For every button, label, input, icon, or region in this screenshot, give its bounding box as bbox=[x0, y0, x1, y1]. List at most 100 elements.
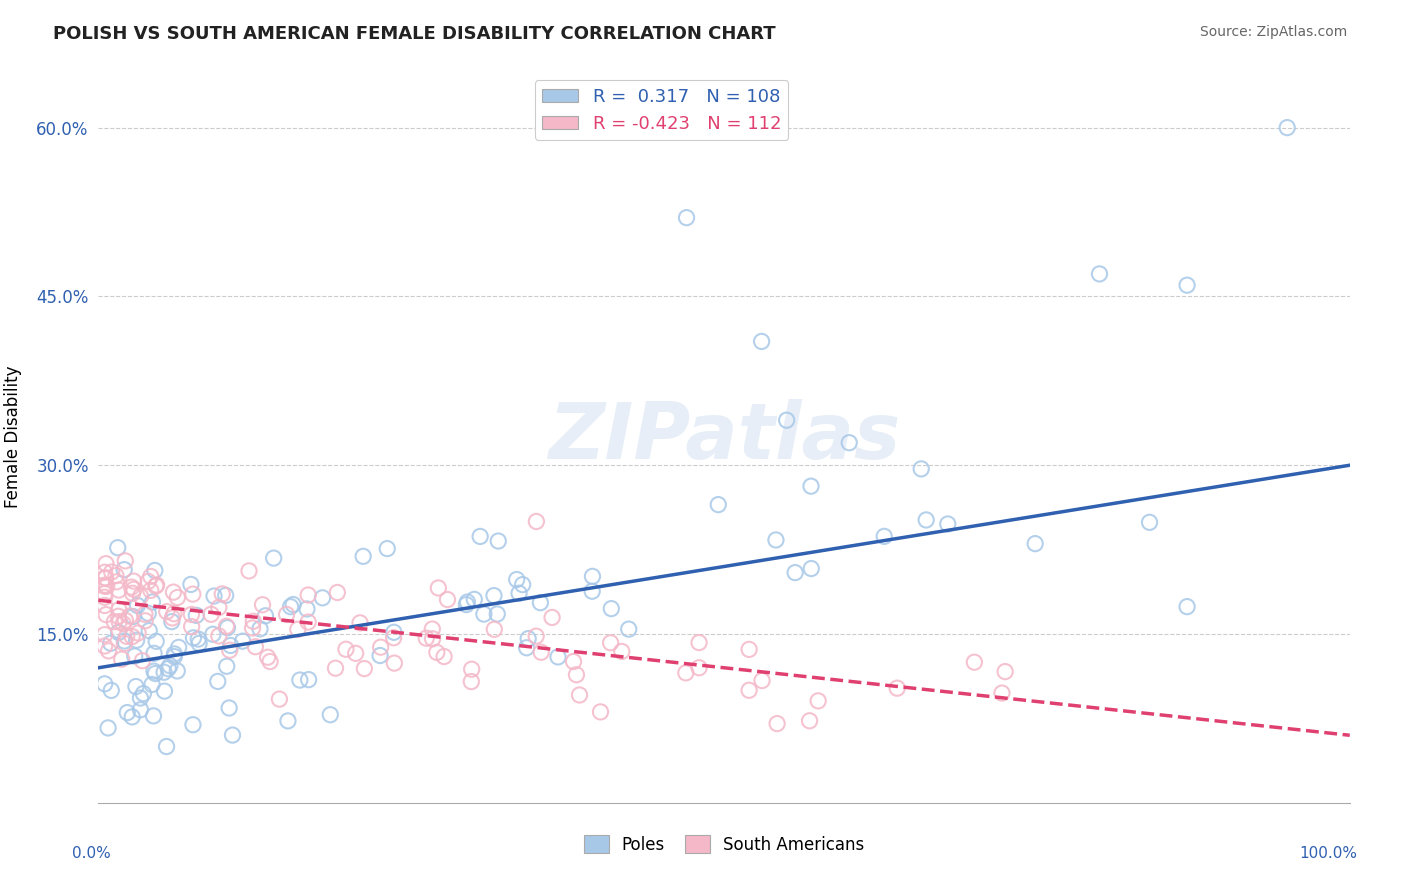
Point bbox=[208, 629, 231, 643]
Point bbox=[838, 435, 860, 450]
Point bbox=[524, 515, 547, 529]
Point bbox=[93, 578, 115, 592]
Point bbox=[139, 569, 162, 583]
Point bbox=[93, 566, 115, 580]
Point bbox=[181, 717, 204, 731]
Point bbox=[297, 615, 319, 629]
Point bbox=[751, 334, 773, 349]
Point bbox=[187, 632, 209, 646]
Point bbox=[166, 591, 188, 605]
Point bbox=[325, 661, 347, 675]
Point bbox=[352, 549, 374, 564]
Point bbox=[470, 529, 492, 543]
Point bbox=[121, 710, 143, 724]
Point bbox=[136, 574, 159, 589]
Point bbox=[159, 658, 181, 673]
Point bbox=[114, 636, 136, 650]
Text: 0.0%: 0.0% bbox=[72, 847, 111, 861]
Point bbox=[707, 498, 730, 512]
Point bbox=[1088, 267, 1111, 281]
Point bbox=[108, 603, 131, 617]
Point bbox=[215, 588, 238, 602]
Point bbox=[121, 586, 143, 600]
Point bbox=[460, 674, 482, 689]
Point bbox=[132, 687, 155, 701]
Point bbox=[215, 659, 238, 673]
Point bbox=[422, 632, 444, 646]
Point bbox=[181, 587, 204, 601]
Point bbox=[765, 533, 787, 547]
Point bbox=[112, 563, 135, 577]
Point bbox=[751, 673, 773, 688]
Point bbox=[1277, 120, 1299, 135]
Point bbox=[221, 728, 243, 742]
Point bbox=[143, 646, 166, 660]
Point bbox=[311, 591, 333, 605]
Point bbox=[127, 599, 149, 613]
Text: Source: ZipAtlas.com: Source: ZipAtlas.com bbox=[1199, 25, 1347, 39]
Point bbox=[581, 584, 603, 599]
Point bbox=[145, 578, 167, 592]
Point bbox=[107, 609, 129, 624]
Point bbox=[208, 600, 231, 615]
Point bbox=[202, 589, 225, 603]
Point bbox=[675, 665, 697, 680]
Point bbox=[166, 664, 188, 678]
Point bbox=[105, 574, 128, 589]
Point bbox=[688, 635, 710, 649]
Point bbox=[617, 622, 640, 636]
Point bbox=[456, 598, 478, 612]
Point bbox=[122, 574, 145, 588]
Point bbox=[129, 691, 152, 706]
Point bbox=[529, 596, 551, 610]
Point bbox=[215, 619, 238, 633]
Point bbox=[180, 607, 202, 622]
Point bbox=[936, 516, 959, 531]
Point bbox=[96, 579, 118, 593]
Point bbox=[482, 589, 505, 603]
Point bbox=[111, 652, 134, 666]
Point bbox=[245, 640, 267, 654]
Point bbox=[599, 636, 621, 650]
Point bbox=[97, 644, 120, 658]
Point bbox=[382, 625, 405, 640]
Point bbox=[115, 629, 138, 643]
Point bbox=[776, 413, 799, 427]
Point bbox=[93, 586, 115, 600]
Point bbox=[125, 633, 148, 648]
Point bbox=[276, 607, 298, 622]
Point bbox=[217, 621, 239, 635]
Point bbox=[112, 616, 135, 631]
Point bbox=[295, 602, 318, 616]
Point bbox=[162, 585, 184, 599]
Point bbox=[145, 634, 167, 648]
Point bbox=[353, 662, 375, 676]
Point bbox=[277, 714, 299, 728]
Point bbox=[107, 541, 129, 555]
Point bbox=[524, 629, 547, 643]
Point bbox=[508, 586, 530, 600]
Point bbox=[516, 640, 538, 655]
Point bbox=[117, 706, 139, 720]
Point bbox=[162, 611, 184, 625]
Point bbox=[124, 648, 146, 663]
Point bbox=[104, 568, 127, 582]
Point bbox=[100, 683, 122, 698]
Point bbox=[688, 661, 710, 675]
Point bbox=[298, 673, 321, 687]
Point bbox=[120, 580, 142, 594]
Point bbox=[93, 591, 115, 605]
Point bbox=[183, 631, 205, 645]
Point bbox=[118, 609, 141, 624]
Point bbox=[242, 621, 264, 635]
Point bbox=[100, 636, 122, 650]
Point bbox=[134, 607, 156, 622]
Point bbox=[94, 557, 117, 571]
Point bbox=[297, 588, 319, 602]
Point bbox=[910, 462, 932, 476]
Point bbox=[94, 571, 117, 585]
Point bbox=[153, 684, 176, 698]
Point bbox=[991, 686, 1014, 700]
Point bbox=[319, 707, 342, 722]
Point bbox=[163, 607, 186, 621]
